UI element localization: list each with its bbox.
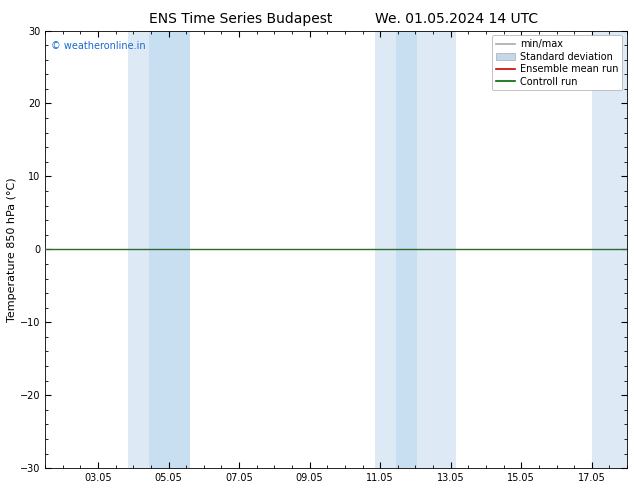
Bar	[592, 30, 627, 468]
Bar	[375, 30, 396, 468]
Text: © weatheronline.in: © weatheronline.in	[51, 42, 146, 51]
Bar	[128, 30, 149, 468]
Bar	[149, 30, 190, 468]
Bar	[396, 30, 417, 468]
Text: ENS Time Series Budapest: ENS Time Series Budapest	[149, 12, 333, 26]
Legend: min/max, Standard deviation, Ensemble mean run, Controll run: min/max, Standard deviation, Ensemble me…	[491, 35, 622, 91]
Bar	[417, 30, 456, 468]
Y-axis label: Temperature 850 hPa (°C): Temperature 850 hPa (°C)	[7, 177, 17, 321]
Text: We. 01.05.2024 14 UTC: We. 01.05.2024 14 UTC	[375, 12, 538, 26]
